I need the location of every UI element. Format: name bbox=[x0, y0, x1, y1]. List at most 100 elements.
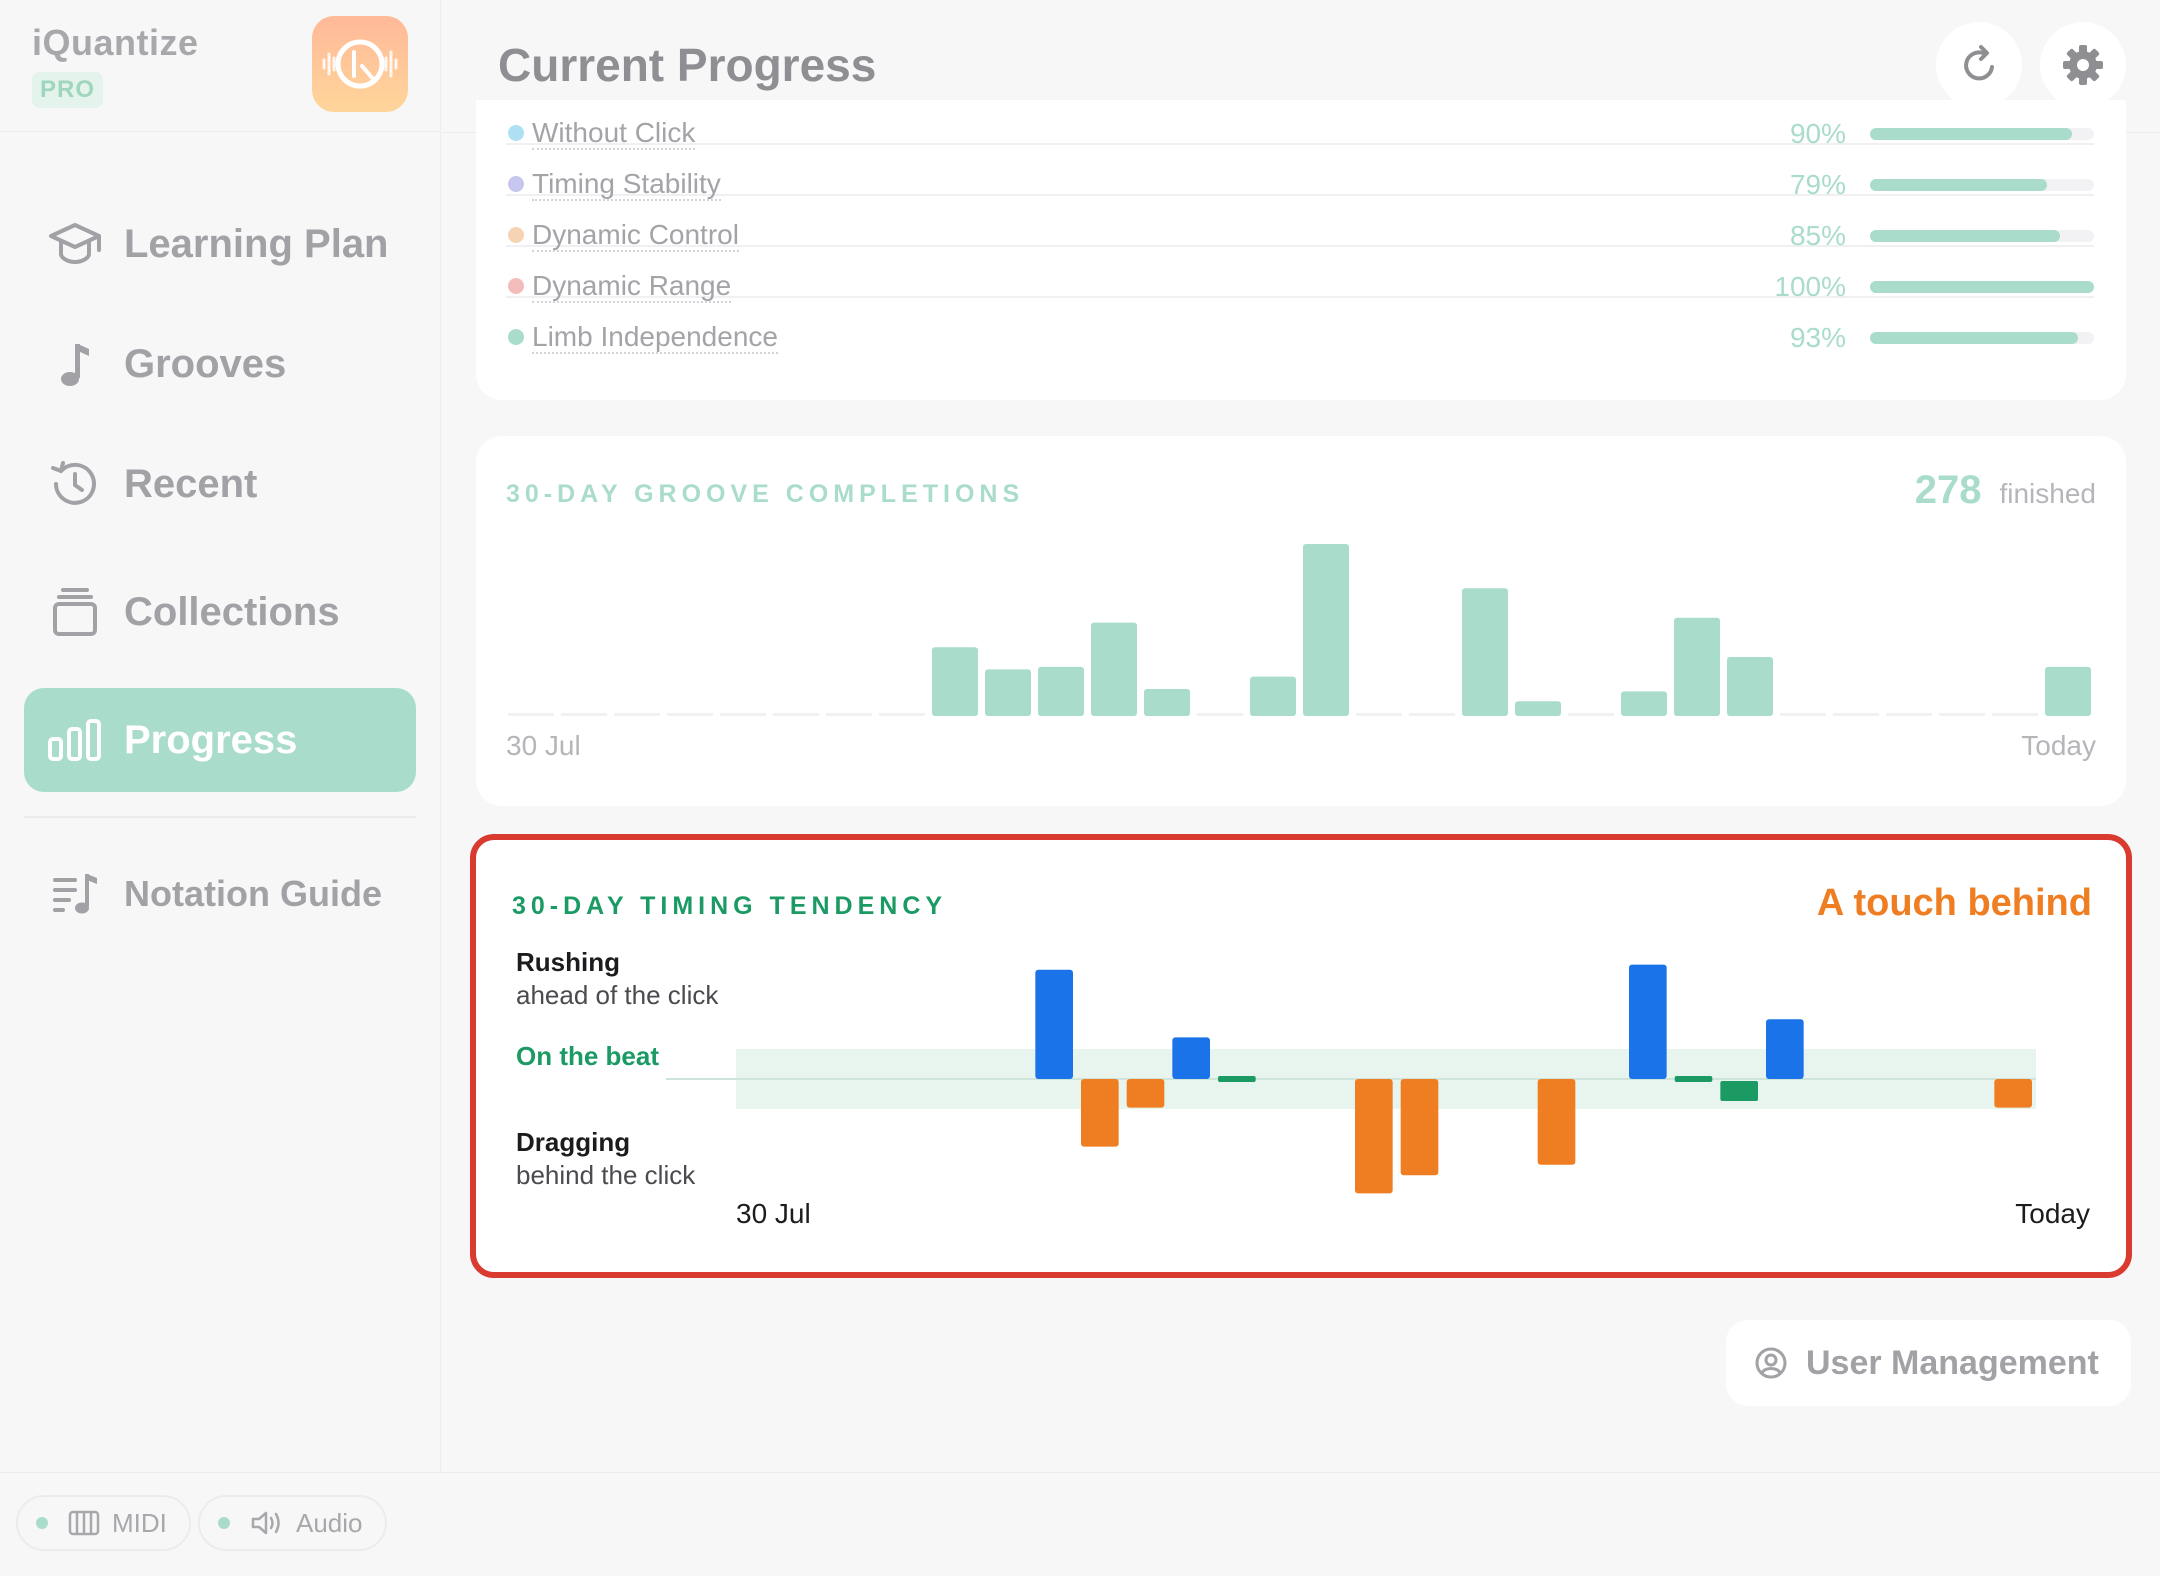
audio-status-dot bbox=[218, 1517, 230, 1529]
settings-button[interactable] bbox=[2040, 22, 2126, 108]
sidebar-item-label: Grooves bbox=[124, 341, 287, 386]
completions-count: 278 finished bbox=[1915, 468, 2096, 513]
skill-percent: 79% bbox=[1789, 169, 1846, 200]
completions-bar bbox=[1303, 544, 1349, 716]
completions-bar bbox=[1515, 701, 1561, 716]
sidebar-item-label: Collections bbox=[124, 589, 340, 634]
skill-progress-fill bbox=[1870, 128, 2072, 140]
timing-bar-on-beat bbox=[1674, 1076, 1713, 1082]
rushing-label: Rushing bbox=[516, 947, 620, 977]
skills-card: Without Click 90% Timing Stability 79% D… bbox=[476, 100, 2126, 400]
piano-icon bbox=[68, 1509, 100, 1537]
skill-percent: 90% bbox=[1789, 118, 1846, 149]
page-title: Current Progress bbox=[498, 39, 877, 91]
completions-empty-bar bbox=[1886, 713, 1932, 716]
timing-tendency-card: 30-DAY TIMING TENDENCY A touch behind Ru… bbox=[470, 834, 2132, 1278]
skill-name[interactable]: Limb Independence bbox=[532, 321, 778, 354]
sidebar: iQuantize PRO Learning Plan Groo bbox=[0, 0, 441, 1472]
midi-label: MIDI bbox=[112, 1507, 167, 1538]
sidebar-item-collections[interactable]: Collections bbox=[24, 560, 416, 664]
completions-empty-bar bbox=[1409, 713, 1455, 716]
skill-percent: 100% bbox=[1774, 271, 1846, 302]
audio-status-pill[interactable]: Audio bbox=[198, 1495, 387, 1551]
music-note-icon bbox=[46, 335, 104, 393]
status-bar: MIDI Audio bbox=[0, 1472, 2160, 1576]
skill-progress-fill bbox=[1870, 230, 2061, 242]
user-circle-icon bbox=[1754, 1346, 1788, 1380]
skill-row[interactable]: Dynamic Control 85% bbox=[506, 196, 2094, 252]
skill-name[interactable]: Dynamic Range bbox=[532, 270, 732, 303]
skill-progress-track bbox=[1870, 281, 2094, 293]
skill-dot bbox=[508, 176, 524, 192]
completions-bar bbox=[1144, 688, 1190, 716]
timing-title: 30-DAY TIMING TENDENCY bbox=[512, 892, 948, 920]
refresh-icon bbox=[1964, 45, 1994, 81]
completions-empty-bar bbox=[1939, 713, 1985, 716]
timing-bar-dragging bbox=[1355, 1079, 1393, 1194]
graduation-cap-icon bbox=[46, 215, 104, 273]
timing-bar-dragging bbox=[1126, 1079, 1165, 1108]
completions-bar bbox=[2045, 666, 2091, 716]
skill-progress-fill bbox=[1870, 281, 2094, 293]
completions-bar bbox=[1462, 588, 1508, 716]
completions-bar bbox=[932, 647, 978, 716]
sidebar-item-progress[interactable]: Progress bbox=[24, 688, 416, 792]
skill-row[interactable]: Dynamic Range 100% bbox=[506, 247, 2094, 303]
completions-empty-bar bbox=[1780, 713, 1826, 716]
sidebar-item-recent[interactable]: Recent bbox=[24, 432, 416, 536]
completions-empty-bar bbox=[667, 713, 713, 716]
skill-dot bbox=[508, 329, 524, 345]
completions-empty-bar bbox=[1568, 713, 1614, 716]
user-management-button[interactable]: User Management bbox=[1726, 1320, 2131, 1406]
gear-icon bbox=[2063, 45, 2103, 85]
completions-bar bbox=[1621, 691, 1667, 716]
history-icon bbox=[46, 455, 104, 513]
completions-chart bbox=[508, 544, 2091, 716]
dragging-label-group: Dragging behind the click bbox=[516, 1126, 695, 1192]
skill-name[interactable]: Dynamic Control bbox=[532, 219, 739, 252]
completions-bar bbox=[1250, 676, 1296, 716]
skill-progress-track bbox=[1870, 230, 2094, 242]
rushing-sublabel: ahead of the click bbox=[516, 980, 719, 1010]
skill-row[interactable]: Without Click 90% bbox=[506, 100, 2094, 150]
speaker-icon bbox=[250, 1509, 284, 1537]
bar-chart-icon bbox=[46, 711, 104, 769]
completions-empty-bar bbox=[879, 713, 925, 716]
sidebar-item-grooves[interactable]: Grooves bbox=[24, 312, 416, 416]
completions-title: 30-DAY GROOVE COMPLETIONS bbox=[506, 480, 1025, 508]
timing-bar-rushing bbox=[1035, 969, 1073, 1079]
midi-status-dot bbox=[36, 1517, 48, 1529]
skill-dot bbox=[508, 125, 524, 141]
skill-name[interactable]: Without Click bbox=[532, 117, 696, 150]
midi-status-pill[interactable]: MIDI bbox=[16, 1495, 191, 1551]
completions-empty-bar bbox=[508, 713, 554, 716]
completions-empty-bar bbox=[1833, 713, 1879, 716]
timing-bar-dragging bbox=[1994, 1079, 2032, 1108]
skill-row[interactable]: Limb Independence 93% bbox=[506, 298, 2094, 354]
sidebar-item-notation-guide[interactable]: Notation Guide bbox=[24, 842, 416, 946]
completions-count-value: 278 bbox=[1914, 468, 1982, 512]
sidebar-item-learning-plan[interactable]: Learning Plan bbox=[24, 192, 416, 296]
completions-empty-bar bbox=[826, 713, 872, 716]
sidebar-divider bbox=[24, 816, 416, 818]
skill-dot bbox=[508, 227, 524, 243]
skill-percent: 85% bbox=[1789, 220, 1846, 251]
timing-bar-on-beat bbox=[1218, 1076, 1256, 1082]
skill-progress-track bbox=[1870, 128, 2094, 140]
timing-bar-dragging bbox=[1081, 1079, 1119, 1147]
timing-x-end-label: Today bbox=[2015, 1198, 2090, 1229]
skill-percent: 93% bbox=[1789, 322, 1846, 353]
completions-empty-bar bbox=[561, 713, 607, 716]
completions-empty-bar bbox=[720, 713, 766, 716]
completions-bar bbox=[1091, 622, 1137, 716]
refresh-button[interactable] bbox=[1936, 22, 2022, 108]
skill-row[interactable]: Timing Stability 79% bbox=[506, 145, 2094, 201]
skill-progress-fill bbox=[1870, 179, 2047, 191]
completions-empty-bar bbox=[1197, 713, 1243, 716]
sidebar-item-label: Learning Plan bbox=[124, 221, 389, 266]
skill-name[interactable]: Timing Stability bbox=[532, 168, 721, 201]
completions-empty-bar bbox=[1992, 713, 2038, 716]
completions-bar bbox=[1038, 666, 1084, 716]
timing-chart bbox=[666, 964, 2036, 1194]
app-name: iQuantize bbox=[32, 22, 199, 63]
